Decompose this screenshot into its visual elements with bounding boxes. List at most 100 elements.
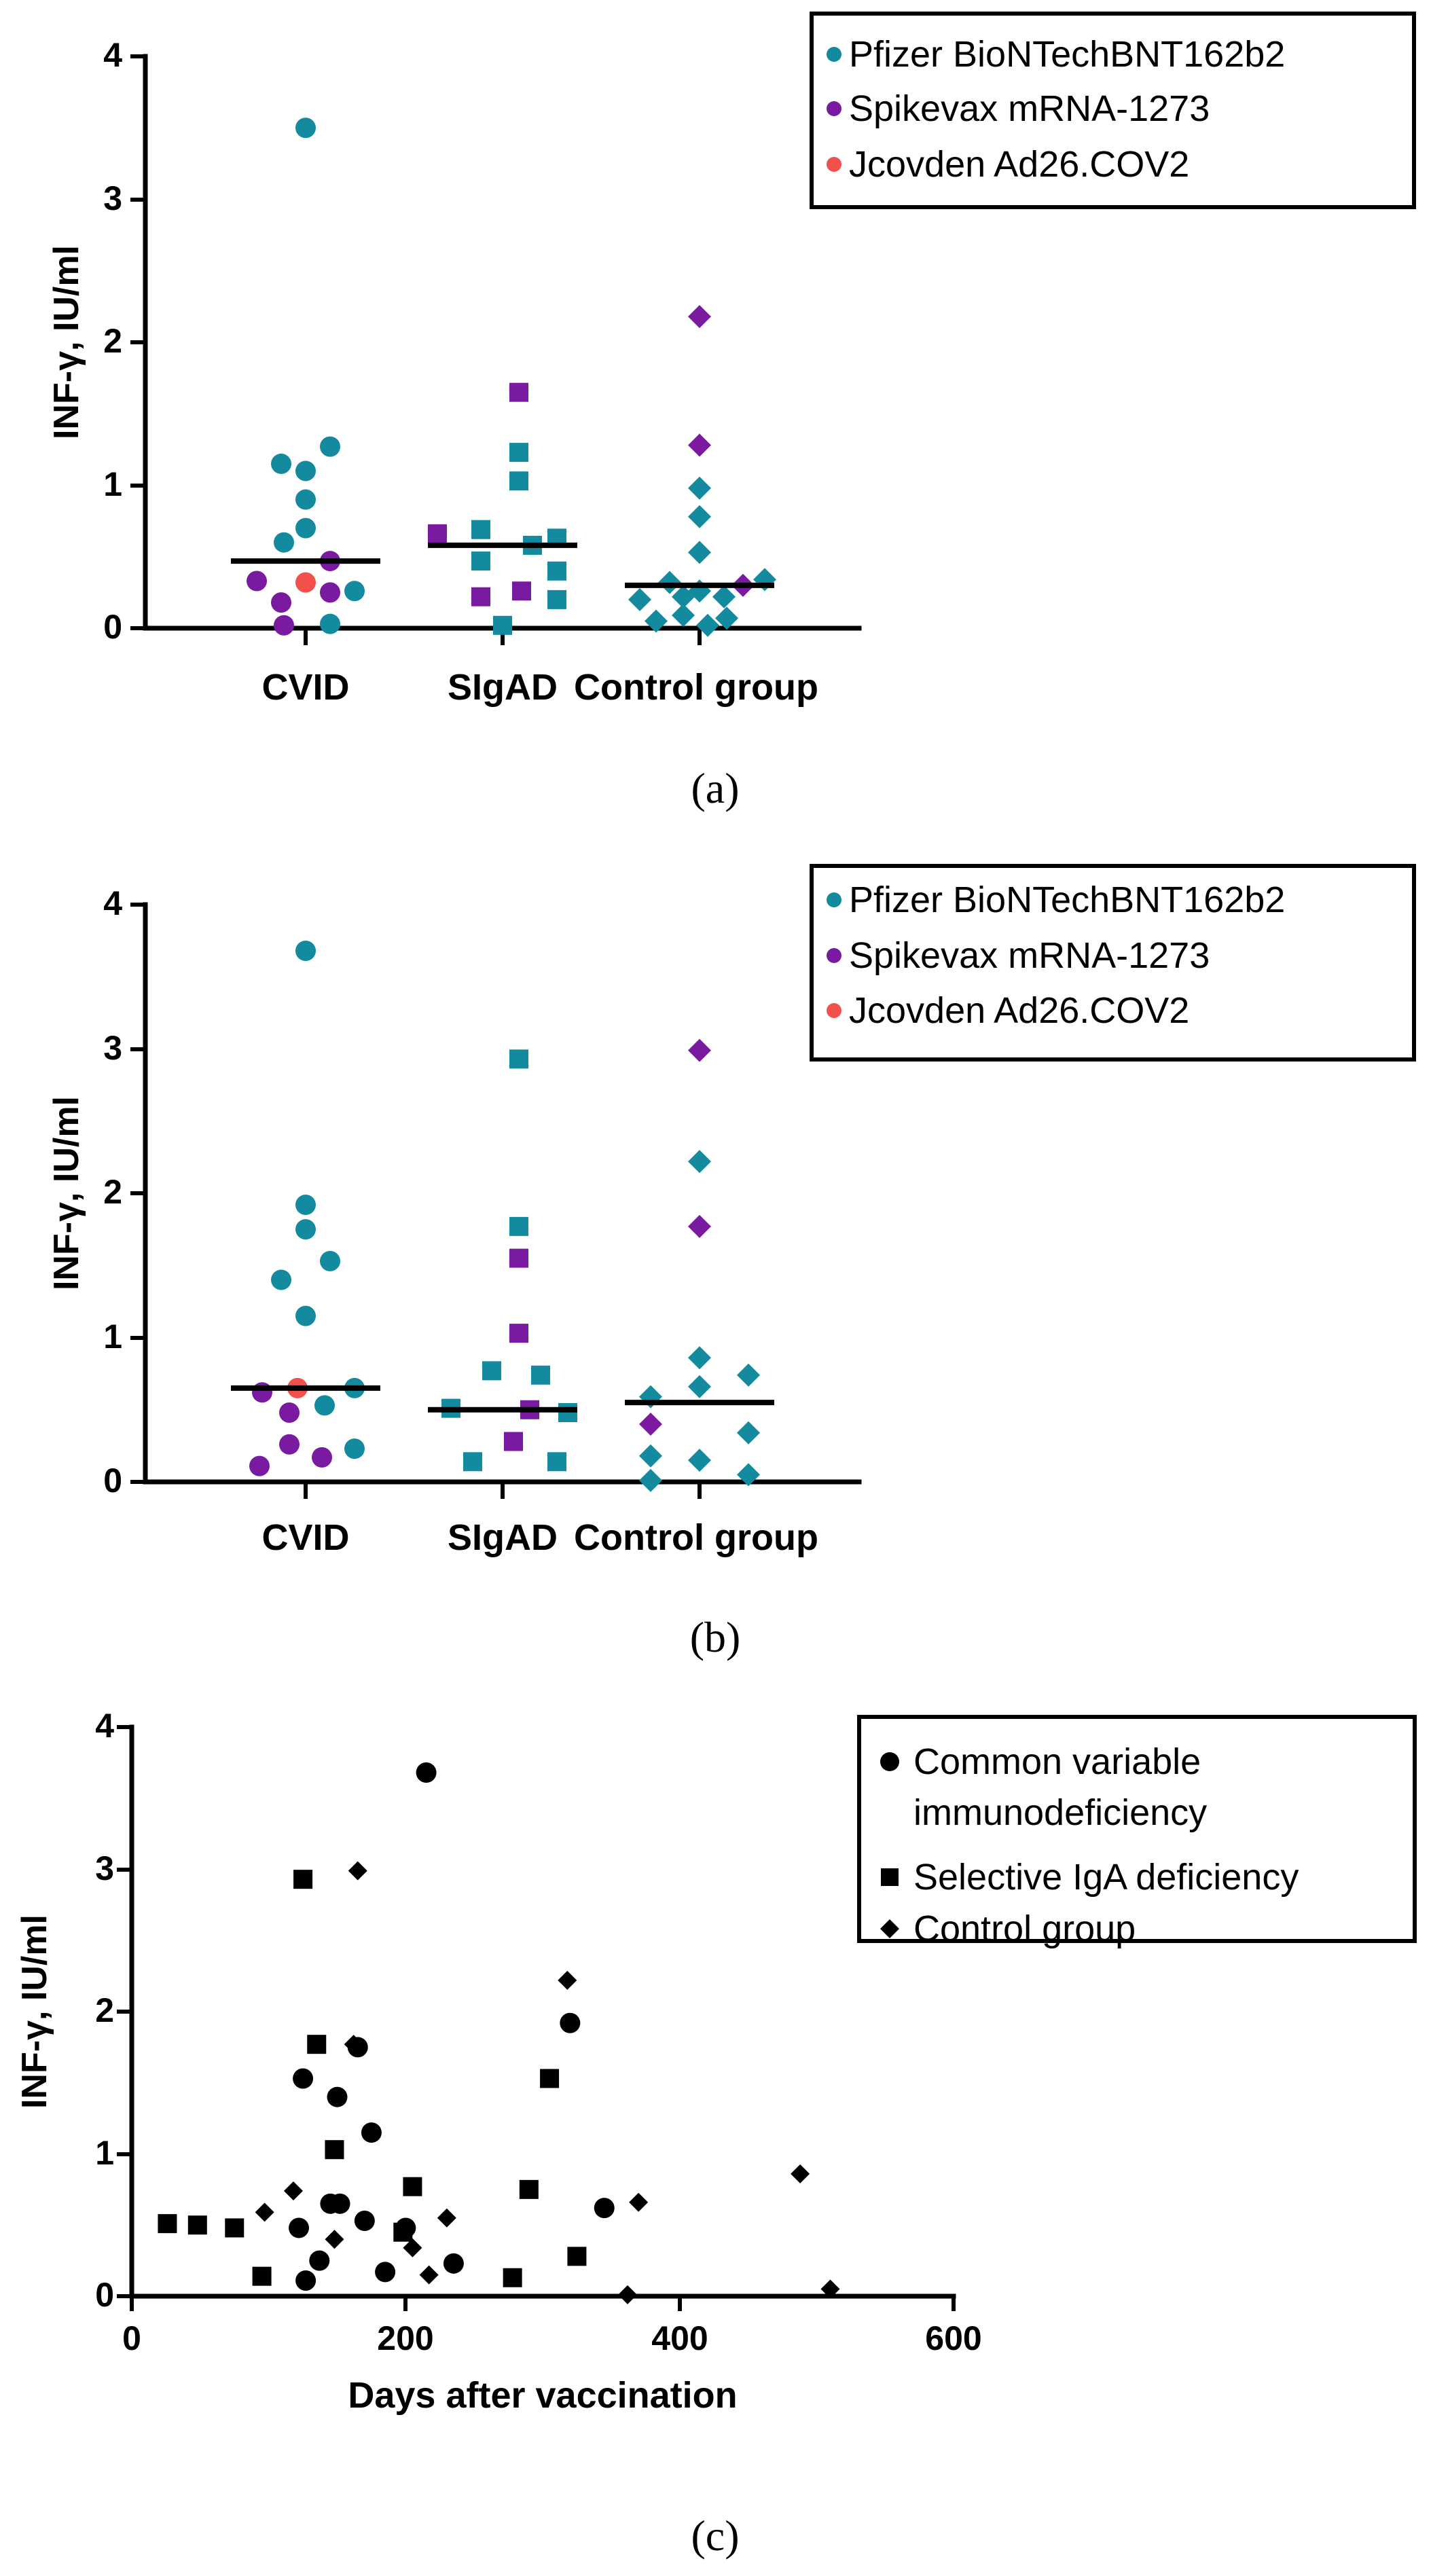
panel-b-legend-pfizer: Pfizer BioNTechBNT162b2 bbox=[849, 879, 1285, 920]
panel-c-legend-sigad: Selective IgA deficiency bbox=[913, 1857, 1299, 1898]
panel-b-cvid-point bbox=[295, 1219, 316, 1240]
panel-a-ytick: 4 bbox=[103, 36, 122, 74]
panel-a-cvid-point bbox=[274, 532, 294, 553]
panel-a-y-ticks: 0 1 2 3 4 bbox=[103, 36, 122, 646]
panel-a-sigad-point bbox=[547, 589, 566, 609]
panel-c-legend-control-marker bbox=[880, 1919, 899, 1938]
panel-c-diamond-point bbox=[437, 2208, 456, 2228]
panel-c-circle-point bbox=[594, 2198, 615, 2219]
panel-c-diamond-point bbox=[348, 1861, 367, 1881]
panel-c-ytick: 0 bbox=[95, 2276, 114, 2314]
panel-b-cvid-point bbox=[249, 1455, 270, 1476]
panel-b-sigad-point bbox=[509, 1248, 528, 1268]
panel-a-legend-pfizer-marker bbox=[827, 47, 841, 62]
panel-b-control-group-point bbox=[737, 1421, 760, 1445]
panel-c-circle-point bbox=[375, 2262, 396, 2283]
panel-c-diamond-point bbox=[283, 2181, 303, 2200]
panel-a-legend-jcovden: Jcovden Ad26.COV2 bbox=[849, 144, 1189, 185]
panel-b-category-label: CVID bbox=[261, 1517, 349, 1558]
panel-c-square-point bbox=[187, 2215, 207, 2235]
panel-c-square-point bbox=[540, 2069, 560, 2088]
panel-b-label: (b) bbox=[690, 1613, 741, 1661]
panel-c-legend-box bbox=[857, 1715, 1417, 1943]
panel-c-xtick: 200 bbox=[377, 2319, 433, 2357]
panel-b-cvid-point bbox=[295, 1195, 316, 1215]
panel-b-median-lines bbox=[231, 1385, 774, 1413]
panel-b-legend-jcovden-marker bbox=[827, 1003, 841, 1018]
panel-b-cvid-point bbox=[320, 1250, 340, 1271]
panel-c-circle-point bbox=[560, 2012, 581, 2033]
panel-b-sigad-point bbox=[509, 1049, 528, 1069]
panel-b-ytick: 0 bbox=[103, 1462, 122, 1500]
panel-a-control-group-point bbox=[688, 305, 711, 329]
panel-a-control-group-point bbox=[628, 587, 651, 611]
panel-c-circle-point bbox=[361, 2122, 382, 2143]
panel-b-sigad-point bbox=[558, 1403, 577, 1422]
panel-b-legend-box bbox=[810, 864, 1416, 1062]
panel-b-legend-spikevax-marker bbox=[827, 948, 841, 963]
panel-a-category-label: Control group bbox=[574, 667, 818, 708]
panel-a-cvid-point bbox=[320, 582, 340, 603]
panel-b-legend-spikevax: Spikevax mRNA-1273 bbox=[849, 935, 1210, 976]
panel-b-y-axis-label: INF-γ, IU/ml bbox=[47, 1096, 86, 1290]
panel-a-ytick: 2 bbox=[103, 322, 122, 360]
panel-a-sigad-point bbox=[471, 551, 490, 571]
panel-c-legend-cvid-line2: immunodeficiency bbox=[913, 1792, 1207, 1833]
panel-b-cvid-point bbox=[271, 1269, 291, 1290]
panel-c-ytick: 2 bbox=[95, 1991, 114, 2029]
panel-a-legend-spikevax: Spikevax mRNA-1273 bbox=[849, 88, 1210, 129]
panel-a-ytick: 1 bbox=[103, 465, 122, 503]
panel-a-control-group-point bbox=[672, 604, 695, 628]
panel-b: 0 1 2 3 4 CVID SIgAD Control group INF-γ… bbox=[47, 864, 1416, 1661]
panel-a-cvid-point bbox=[271, 453, 291, 474]
panel-c-circle-point bbox=[443, 2253, 464, 2274]
panel-a-control-group-point bbox=[672, 585, 695, 609]
panel-b-ytick: 3 bbox=[103, 1029, 122, 1067]
panel-b-ytick: 2 bbox=[103, 1173, 122, 1211]
panel-b-sigad-point bbox=[504, 1432, 523, 1451]
panel-a-sigad-point bbox=[493, 615, 512, 635]
panel-b-cvid-point bbox=[279, 1434, 300, 1455]
panel-c-circle-point bbox=[329, 2193, 350, 2214]
panel-a-data-points bbox=[247, 117, 776, 637]
panel-b-sigad-point bbox=[509, 1216, 528, 1236]
panel-a-control-group-point bbox=[715, 606, 738, 630]
panel-a-cvid-point bbox=[295, 117, 316, 139]
panel-c-y-axis-label: INF-γ, IU/ml bbox=[15, 1915, 54, 2109]
panel-c-legend-control: Control group bbox=[913, 1908, 1136, 1949]
panel-a-label: (a) bbox=[691, 764, 739, 812]
panel-b-control-group-point bbox=[688, 1214, 711, 1238]
panel-a-sigad-point bbox=[471, 520, 490, 539]
panel-a-legend-spikevax-marker bbox=[827, 101, 841, 116]
panel-c-square-point bbox=[158, 2214, 177, 2234]
panel-b-legend-pfizer-marker bbox=[827, 892, 841, 907]
panel-c-diamond-point bbox=[558, 1970, 577, 1990]
panel-a-sigad-point bbox=[428, 524, 447, 544]
panel-c-data-points bbox=[158, 1762, 840, 2304]
panel-c-x-axis-label: Days after vaccination bbox=[348, 2375, 737, 2416]
panel-a-legend-box bbox=[810, 12, 1416, 209]
panel-b-category-label: SIgAD bbox=[448, 1517, 558, 1558]
panel-c-diamond-point bbox=[255, 2202, 274, 2222]
panel-b-data-points bbox=[249, 941, 760, 1492]
panel-c-diamond-point bbox=[403, 2238, 422, 2257]
panel-b-control-group-point bbox=[639, 1468, 662, 1492]
panel-b-axes bbox=[143, 902, 862, 1485]
panel-c-diamond-point bbox=[419, 2265, 439, 2285]
panel-b-cvid-point bbox=[252, 1382, 272, 1403]
panel-c-axes bbox=[129, 1724, 956, 2299]
panel-a-cvid-point bbox=[274, 615, 294, 636]
panel-a-median-lines bbox=[231, 542, 774, 588]
panel-a-control-group-point bbox=[688, 541, 711, 564]
panel-c-circle-point bbox=[289, 2217, 310, 2238]
panel-c-circle-point bbox=[354, 2210, 375, 2231]
panel-a-y-axis-label: INF-γ, IU/ml bbox=[47, 245, 86, 439]
panel-a-marks bbox=[231, 117, 776, 637]
panel-c-diamond-point bbox=[629, 2192, 649, 2212]
panel-a-legend-jcovden-marker bbox=[827, 157, 841, 172]
panel-b-legend-jcovden: Jcovden Ad26.COV2 bbox=[849, 990, 1189, 1031]
panel-b-cvid-point bbox=[295, 1305, 316, 1326]
panel-a-control-group-point bbox=[688, 476, 711, 500]
panel-a: 0 1 2 3 4 CVID SIgAD Control group INF-γ… bbox=[47, 12, 1416, 812]
panel-a-category-label: SIgAD bbox=[448, 667, 558, 708]
